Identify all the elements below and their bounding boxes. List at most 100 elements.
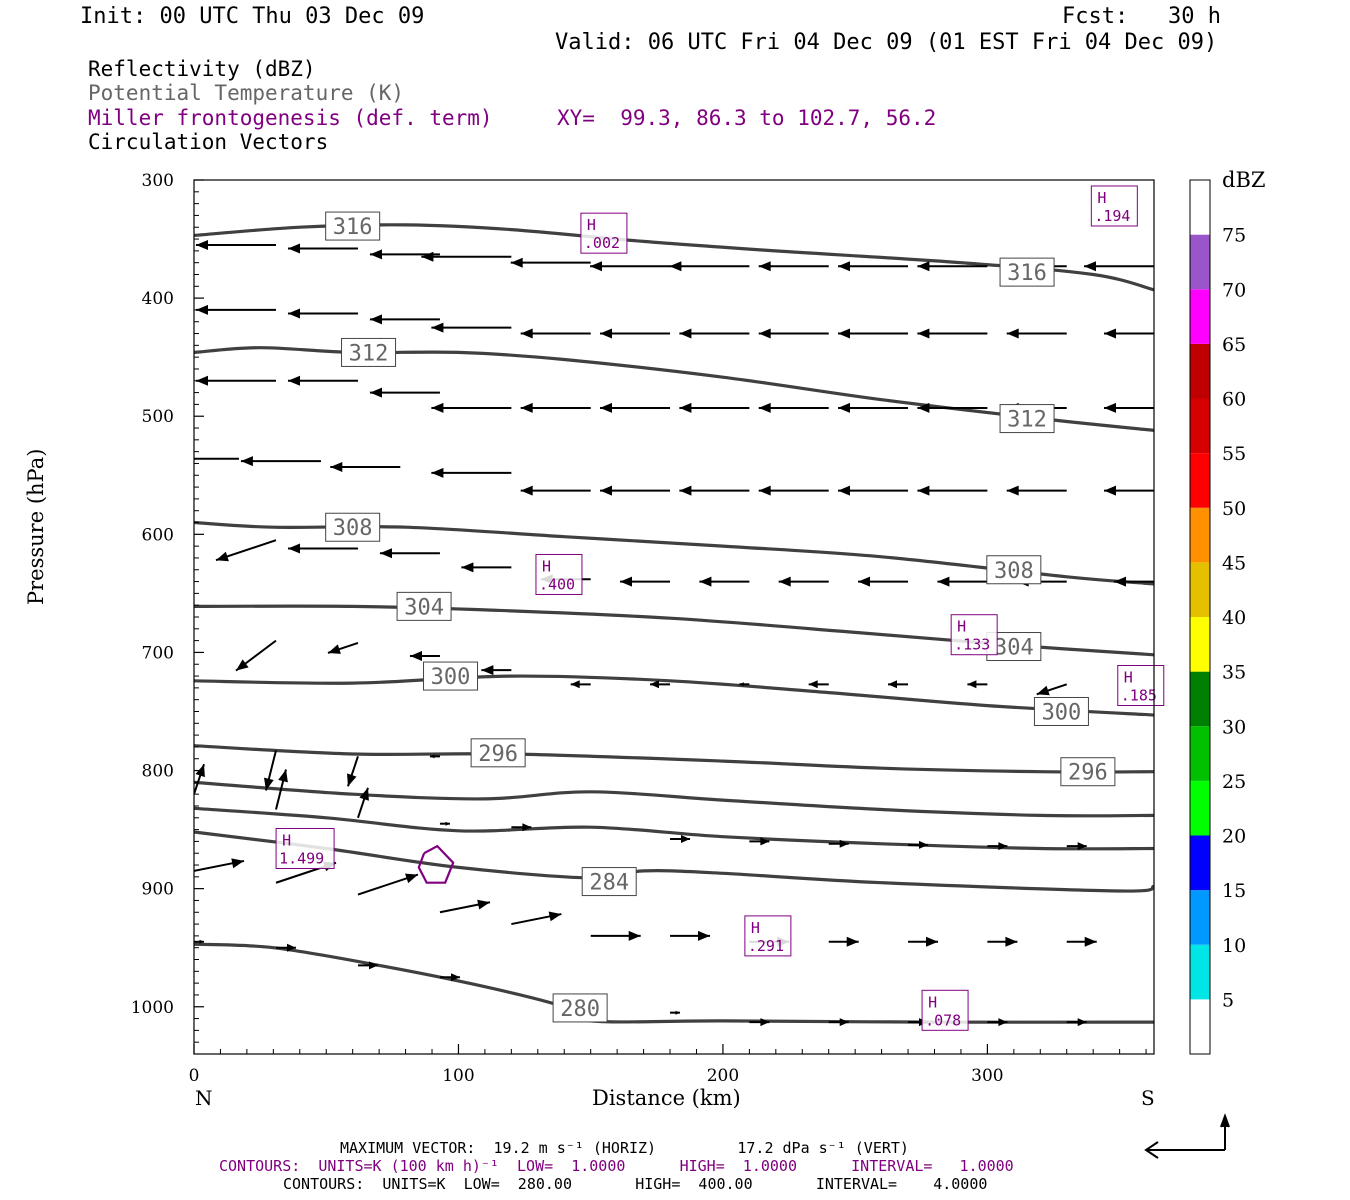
y-tick-label: 800 [142, 762, 174, 782]
frontogenesis-max-label: H.291 [744, 915, 792, 957]
circulation-vector [264, 750, 277, 791]
circulation-vector [679, 402, 750, 413]
vector-head [520, 328, 533, 339]
colorbar-swatch [1190, 398, 1210, 454]
colorbar-swatch [1190, 726, 1210, 781]
circulation-vector [600, 328, 671, 339]
circulation-vector [838, 261, 909, 272]
y-tick-label: 500 [142, 407, 174, 427]
fronto-label-box [1090, 185, 1138, 227]
circulation-vector [1036, 683, 1068, 696]
fronto-label-box [275, 827, 335, 869]
x-tick-label: 300 [971, 1066, 1003, 1086]
theta-label-box [325, 211, 381, 241]
frontogenesis-max-label: H.194 [1090, 185, 1138, 227]
colorbar-tick-label: 30 [1222, 716, 1246, 738]
circulation-vector [888, 680, 909, 689]
vector-head [679, 485, 692, 496]
circulation-vector [520, 485, 591, 496]
vector-head [858, 576, 870, 587]
vector-head [1005, 936, 1018, 947]
vector-head [1006, 328, 1019, 339]
circulation-vector [917, 485, 988, 496]
x-end-label-right: S [1141, 1086, 1155, 1110]
frontogenesis-max-label: H.185 [1117, 665, 1165, 707]
x-tick-label: 200 [707, 1066, 739, 1086]
colorbar-swatch [1190, 780, 1210, 836]
theta-label-text: 304 [994, 636, 1034, 661]
circulation-vector [520, 402, 591, 413]
circulation-vector [1084, 261, 1154, 272]
circulation-vector [194, 457, 239, 460]
circulation-vector [327, 642, 359, 654]
vector-head [917, 402, 930, 413]
vector-head [628, 930, 641, 941]
theta-label: 296 [1060, 757, 1116, 787]
theta-label-box [1033, 696, 1089, 726]
frontogenesis-max-label: H1.499 [275, 827, 335, 869]
circulation-vector [778, 576, 829, 587]
vector-head [600, 402, 612, 413]
frontogenesis-max-label: H.133 [950, 614, 998, 656]
colorbar-tick-label: 75 [1222, 225, 1246, 247]
vector-head [838, 261, 850, 272]
theta-label-text: 316 [333, 215, 373, 240]
circulation-vector [104, 231, 194, 241]
theta-label: 308 [325, 512, 381, 542]
circulation-vector [275, 943, 296, 952]
circulation-vector [758, 402, 829, 413]
circulation-vector [828, 936, 859, 947]
circulation-vector [808, 680, 829, 689]
circulation-vector [429, 754, 440, 759]
circulation-vector [937, 576, 988, 587]
circulation-vector [287, 243, 358, 254]
fronto-label-value: 1.499 [279, 849, 324, 867]
circulation-vector [287, 375, 358, 386]
vector-head [937, 576, 950, 587]
colorbar-swatch [1190, 617, 1210, 672]
vector-head [430, 754, 435, 759]
theta-contour-296 [194, 744, 1154, 774]
theta-label-text: 308 [994, 559, 1034, 584]
vector-head [998, 1018, 1008, 1027]
theta-label: 300 [1033, 696, 1089, 726]
colorbar-swatch [1190, 180, 1210, 235]
vector-head [461, 562, 474, 573]
legend-reflectivity: Reflectivity (dBZ) [88, 57, 316, 81]
circulation-vector [379, 548, 440, 559]
vector-head [838, 485, 850, 496]
y-tick-label: 900 [142, 880, 174, 900]
circulation-vector [330, 462, 401, 472]
vector-head [760, 1018, 770, 1027]
vector-head [846, 936, 859, 947]
forecast-hour: Fcst: 30 h [1062, 4, 1221, 29]
vector-head [445, 821, 450, 826]
circulation-vector [520, 328, 591, 339]
vector-head [431, 402, 444, 413]
vector-head [675, 1010, 680, 1015]
vector-head [196, 304, 208, 315]
theta-label: 284 [581, 867, 637, 897]
theta-label-text: 296 [478, 742, 518, 767]
circulation-vector [1066, 842, 1087, 851]
circulation-vector [195, 304, 276, 315]
vector-head [1104, 402, 1116, 413]
colorbar-tick-label: 45 [1222, 552, 1246, 574]
theta-label-text: 300 [431, 665, 471, 690]
footer-contours-theta: CONTOURS: UNITS=K LOW= 280.00 HIGH= 400.… [283, 1175, 988, 1193]
circulation-vector [600, 485, 671, 496]
circulation-vector [739, 682, 750, 687]
circulation-vector [908, 840, 929, 849]
vector-head [431, 322, 444, 333]
fronto-label-h: H [587, 216, 596, 234]
circulation-vector [987, 936, 1018, 947]
vector-head [838, 402, 850, 413]
y-axis-title: Pressure (hPa) [24, 448, 48, 605]
circulation-vector [431, 322, 512, 333]
vector-head [758, 402, 771, 413]
vector-head [370, 314, 382, 325]
circulation-vector [461, 562, 512, 573]
theta-label-text: 312 [349, 341, 389, 366]
vector-head [380, 548, 392, 559]
x-tick-label: 0 [189, 1066, 200, 1086]
